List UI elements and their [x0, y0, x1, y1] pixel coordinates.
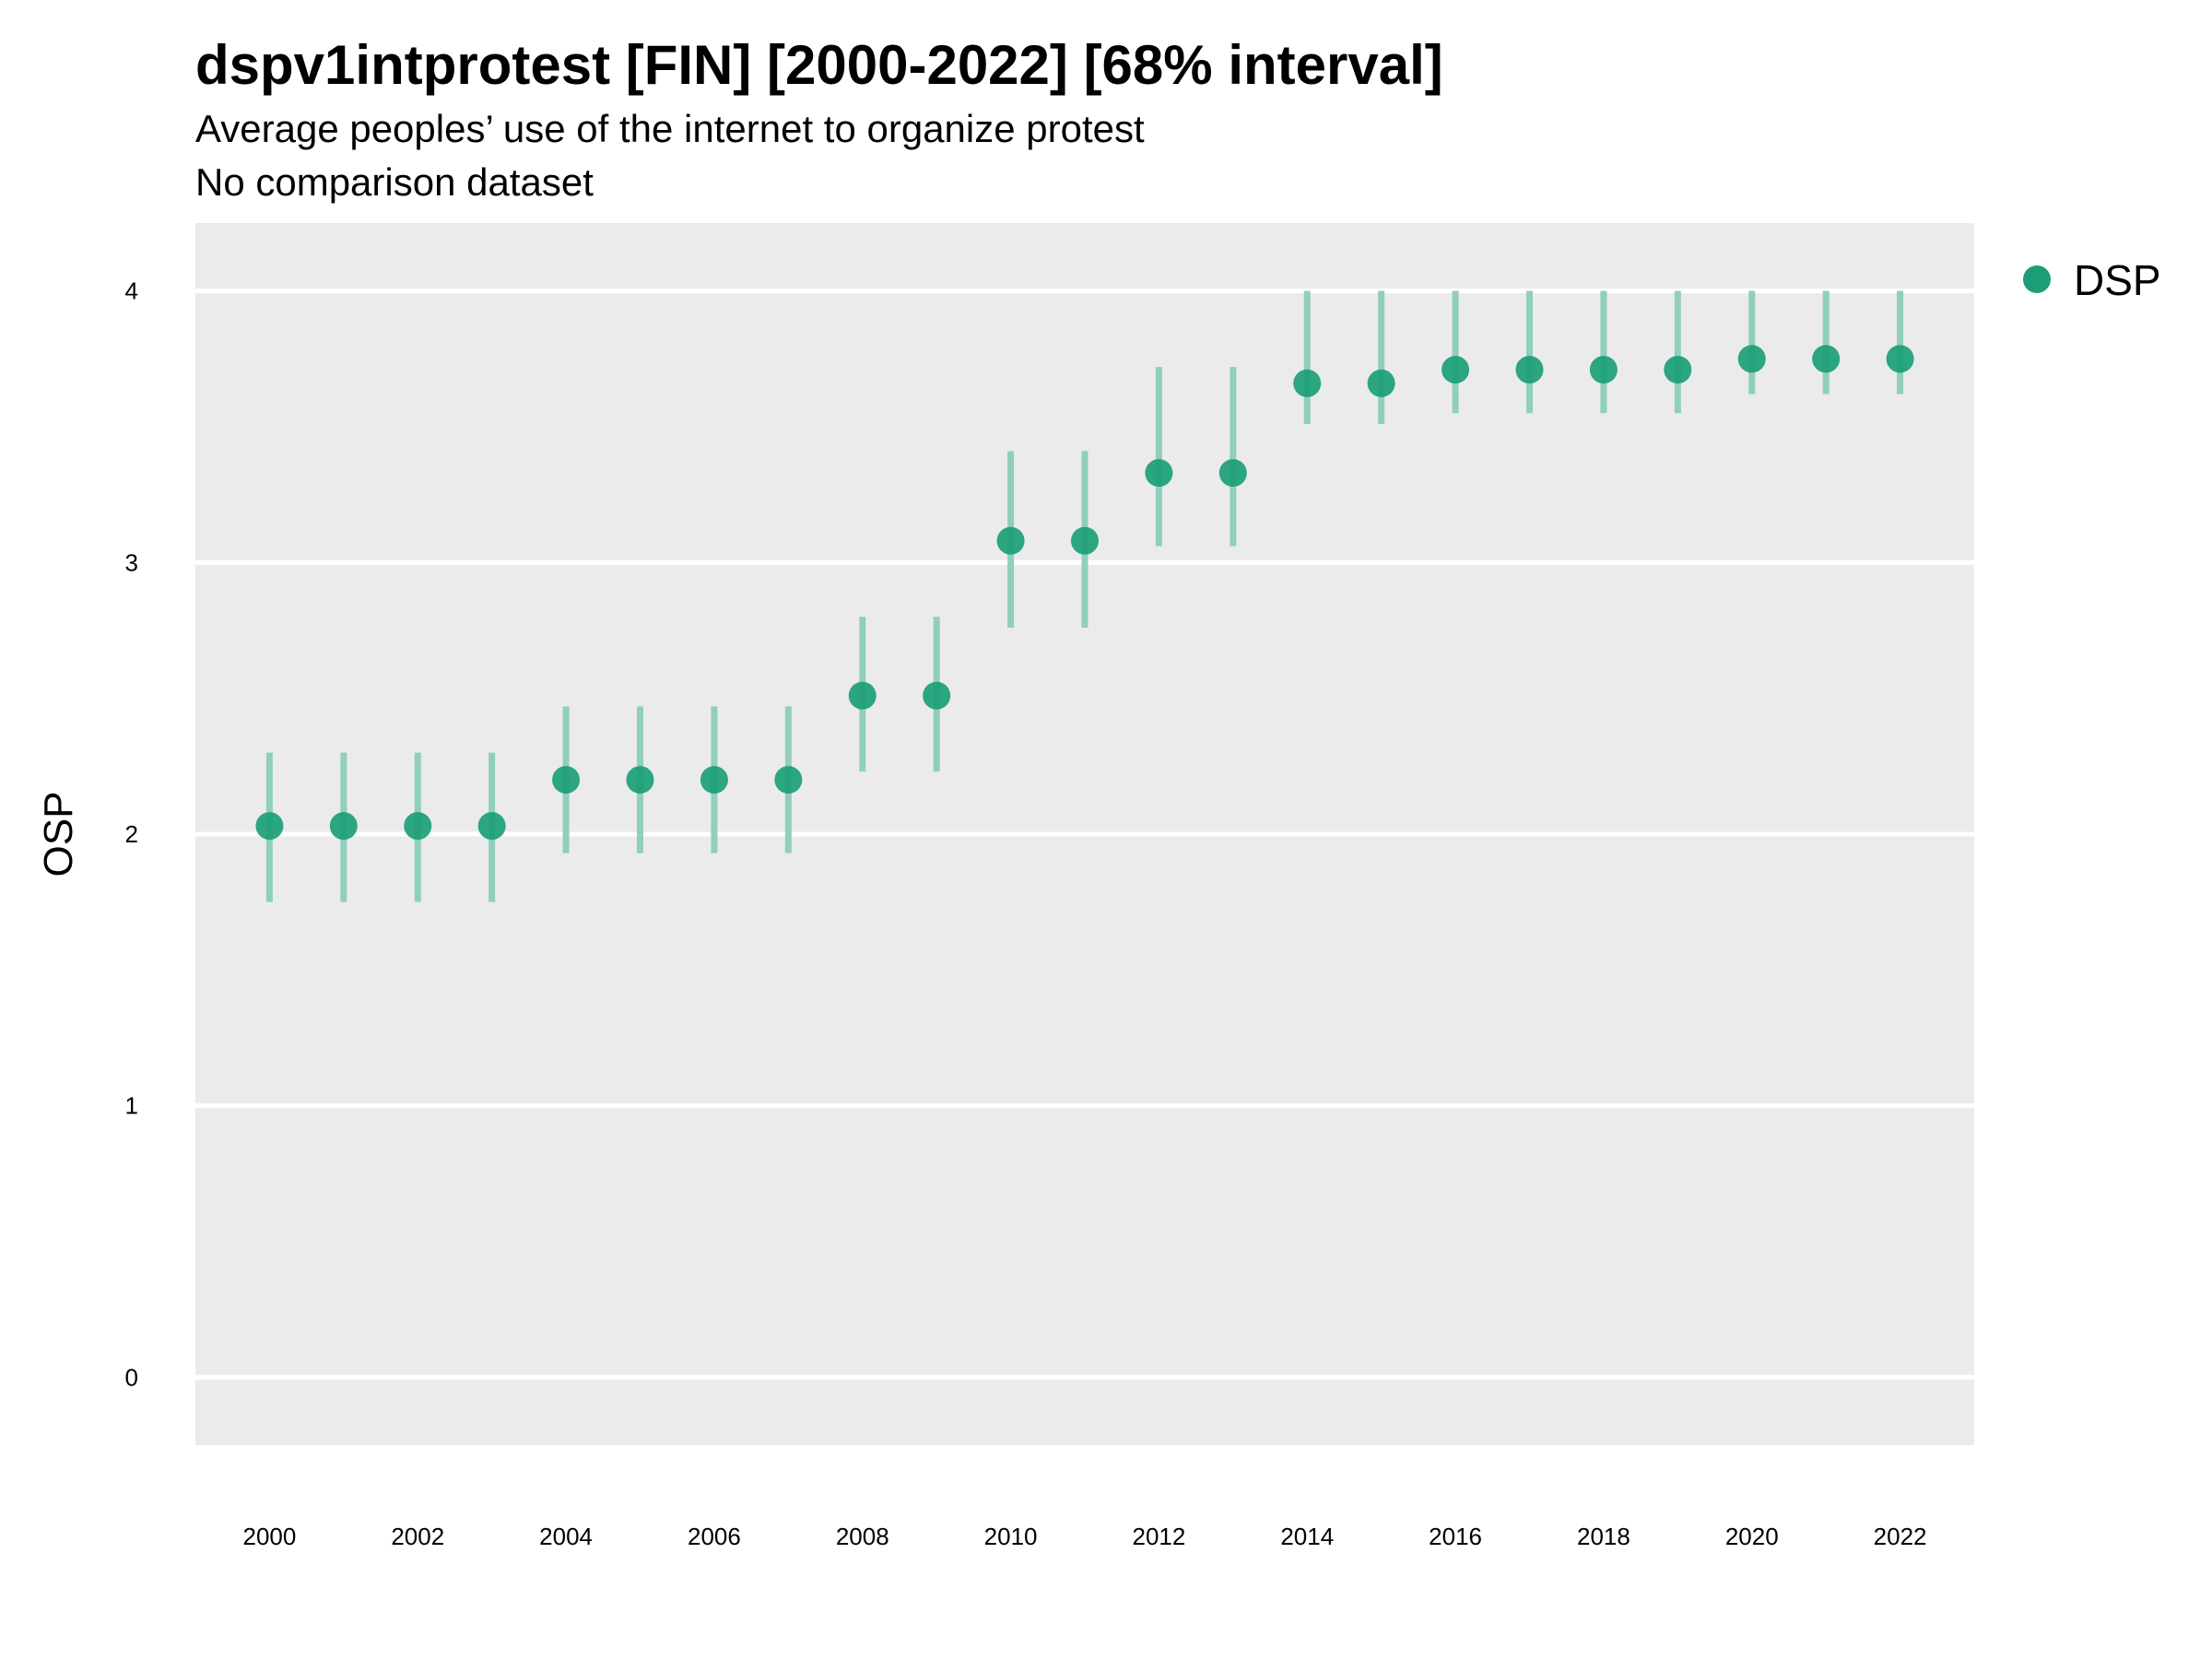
point-2013: [1218, 459, 1247, 488]
point-2002: [404, 812, 432, 841]
point-2001: [329, 812, 358, 841]
point-2003: [477, 812, 506, 841]
point-2000: [255, 812, 284, 841]
x-tick-label-2016: 2016: [1429, 1523, 1482, 1550]
point-2021: [1812, 345, 1841, 373]
y-tick-label-1: 1: [125, 1092, 138, 1120]
y-axis-title: OSP: [36, 792, 81, 877]
point-2015: [1367, 369, 1395, 397]
point-2005: [626, 766, 654, 794]
point-2006: [700, 766, 728, 794]
x-tick-label-2018: 2018: [1577, 1523, 1630, 1550]
y-tick-label-3: 3: [125, 548, 138, 576]
point-2007: [774, 766, 803, 794]
x-tick-label-2008: 2008: [836, 1523, 889, 1550]
point-2017: [1515, 356, 1544, 384]
x-tick-label-2002: 2002: [391, 1523, 444, 1550]
y-axis-ticks: 0 1 2 3 4: [125, 277, 138, 1392]
x-tick-label-2022: 2022: [1874, 1523, 1927, 1550]
point-2022: [1886, 345, 1914, 373]
x-tick-label-2006: 2006: [688, 1523, 741, 1550]
chart-subtitle-secondary: No comparison dataset: [195, 160, 594, 204]
x-tick-label-2000: 2000: [242, 1523, 296, 1550]
data-points: [255, 345, 1914, 841]
point-2011: [1071, 526, 1099, 555]
chart-title: dspv1intprotest [FIN] [2000-2022] [68% i…: [195, 34, 1443, 96]
legend: DSP: [2023, 256, 2161, 304]
point-2008: [848, 681, 877, 710]
chart-subtitle: Average peoples’ use of the internet to …: [195, 107, 1145, 150]
point-2019: [1664, 356, 1692, 384]
x-axis-ticks: 2000 2002 2004 2006 2008 2010 2012 2014 2016 2018…: [242, 1523, 1926, 1550]
point-2012: [1145, 459, 1173, 488]
legend-label-dsp: DSP: [2074, 256, 2161, 304]
point-2014: [1293, 369, 1322, 397]
point-2018: [1589, 356, 1618, 384]
point-2004: [552, 766, 581, 794]
x-tick-label-2010: 2010: [984, 1523, 1038, 1550]
x-tick-label-2012: 2012: [1132, 1523, 1185, 1550]
y-tick-label-4: 4: [125, 277, 138, 305]
point-2016: [1441, 356, 1470, 384]
x-tick-label-2004: 2004: [539, 1523, 593, 1550]
point-2009: [923, 681, 951, 710]
x-tick-label-2020: 2020: [1725, 1523, 1779, 1550]
x-tick-label-2014: 2014: [1280, 1523, 1334, 1550]
point-2010: [996, 526, 1025, 555]
legend-key-dsp: [2023, 265, 2051, 293]
y-tick-label-2: 2: [125, 820, 138, 848]
y-tick-label-0: 0: [125, 1363, 138, 1391]
point-2020: [1737, 345, 1766, 373]
